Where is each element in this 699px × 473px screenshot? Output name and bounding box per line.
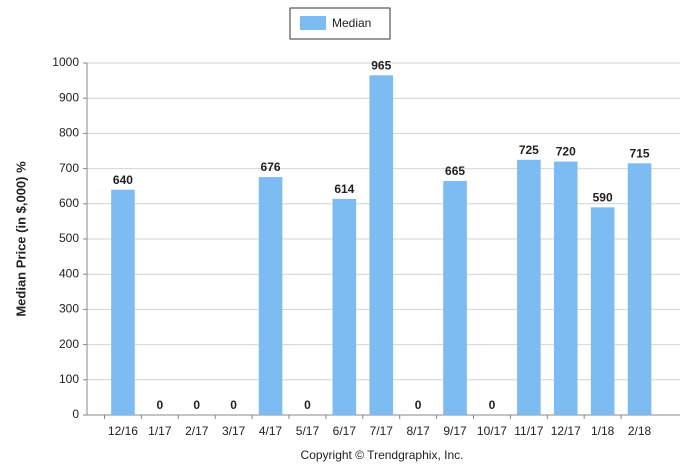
y-tick-label: 1000 — [52, 55, 79, 69]
x-tick-label: 8/17 — [406, 424, 430, 438]
y-tick-label: 500 — [59, 231, 79, 245]
data-label: 0 — [193, 398, 200, 412]
x-tick-label: 12/16 — [108, 424, 138, 438]
x-tick-label: 7/17 — [370, 424, 394, 438]
x-tick-label: 5/17 — [296, 424, 320, 438]
x-tick-label: 1/18 — [591, 424, 615, 438]
bar — [332, 198, 357, 415]
data-label: 965 — [371, 58, 391, 72]
x-tick-label: 2/17 — [185, 424, 209, 438]
x-tick-label: 10/17 — [477, 424, 507, 438]
bar — [369, 75, 394, 415]
y-tick-label: 100 — [59, 372, 79, 386]
data-label: 0 — [157, 398, 164, 412]
data-label: 720 — [556, 145, 576, 159]
data-label: 0 — [304, 398, 311, 412]
legend-label: Median — [332, 16, 371, 30]
y-tick-label: 800 — [59, 126, 79, 140]
y-tick-label: 200 — [59, 337, 79, 351]
y-tick-label: 400 — [59, 266, 79, 280]
x-tick-label: 12/17 — [551, 424, 581, 438]
bar — [553, 161, 578, 415]
x-tick-label: 9/17 — [443, 424, 467, 438]
bar — [443, 180, 467, 415]
x-tick-label: 1/17 — [148, 424, 172, 438]
data-label: 725 — [519, 143, 539, 157]
x-tick-label: 6/17 — [333, 424, 357, 438]
y-axis-label: Median Price (in $,000) % — [13, 161, 28, 317]
bar — [517, 159, 541, 415]
data-label: 676 — [261, 160, 281, 174]
y-tick-label: 0 — [72, 407, 79, 421]
source: Copyright © Trendgraphix, Inc. — [301, 448, 464, 462]
data-label: 0 — [489, 398, 496, 412]
bar — [627, 163, 652, 415]
legend-swatch — [300, 16, 326, 30]
data-label: 715 — [630, 146, 650, 160]
x-tick-label: 3/17 — [222, 424, 246, 438]
data-label: 0 — [415, 398, 422, 412]
y-tick-label: 900 — [59, 90, 79, 104]
bar — [590, 207, 615, 415]
data-label: 665 — [445, 164, 465, 178]
x-tick-label: 11/17 — [514, 424, 543, 438]
data-label: 640 — [113, 173, 133, 187]
x-tick-label: 4/17 — [259, 424, 283, 438]
data-label: 590 — [593, 190, 613, 204]
data-label: 614 — [334, 182, 354, 196]
y-tick-label: 600 — [59, 196, 79, 210]
data-label: 0 — [230, 398, 237, 412]
bar — [258, 177, 283, 415]
y-tick-label: 700 — [59, 161, 79, 175]
y-tick-label: 300 — [59, 302, 79, 316]
bar — [111, 189, 135, 415]
x-tick-label: 2/18 — [628, 424, 652, 438]
